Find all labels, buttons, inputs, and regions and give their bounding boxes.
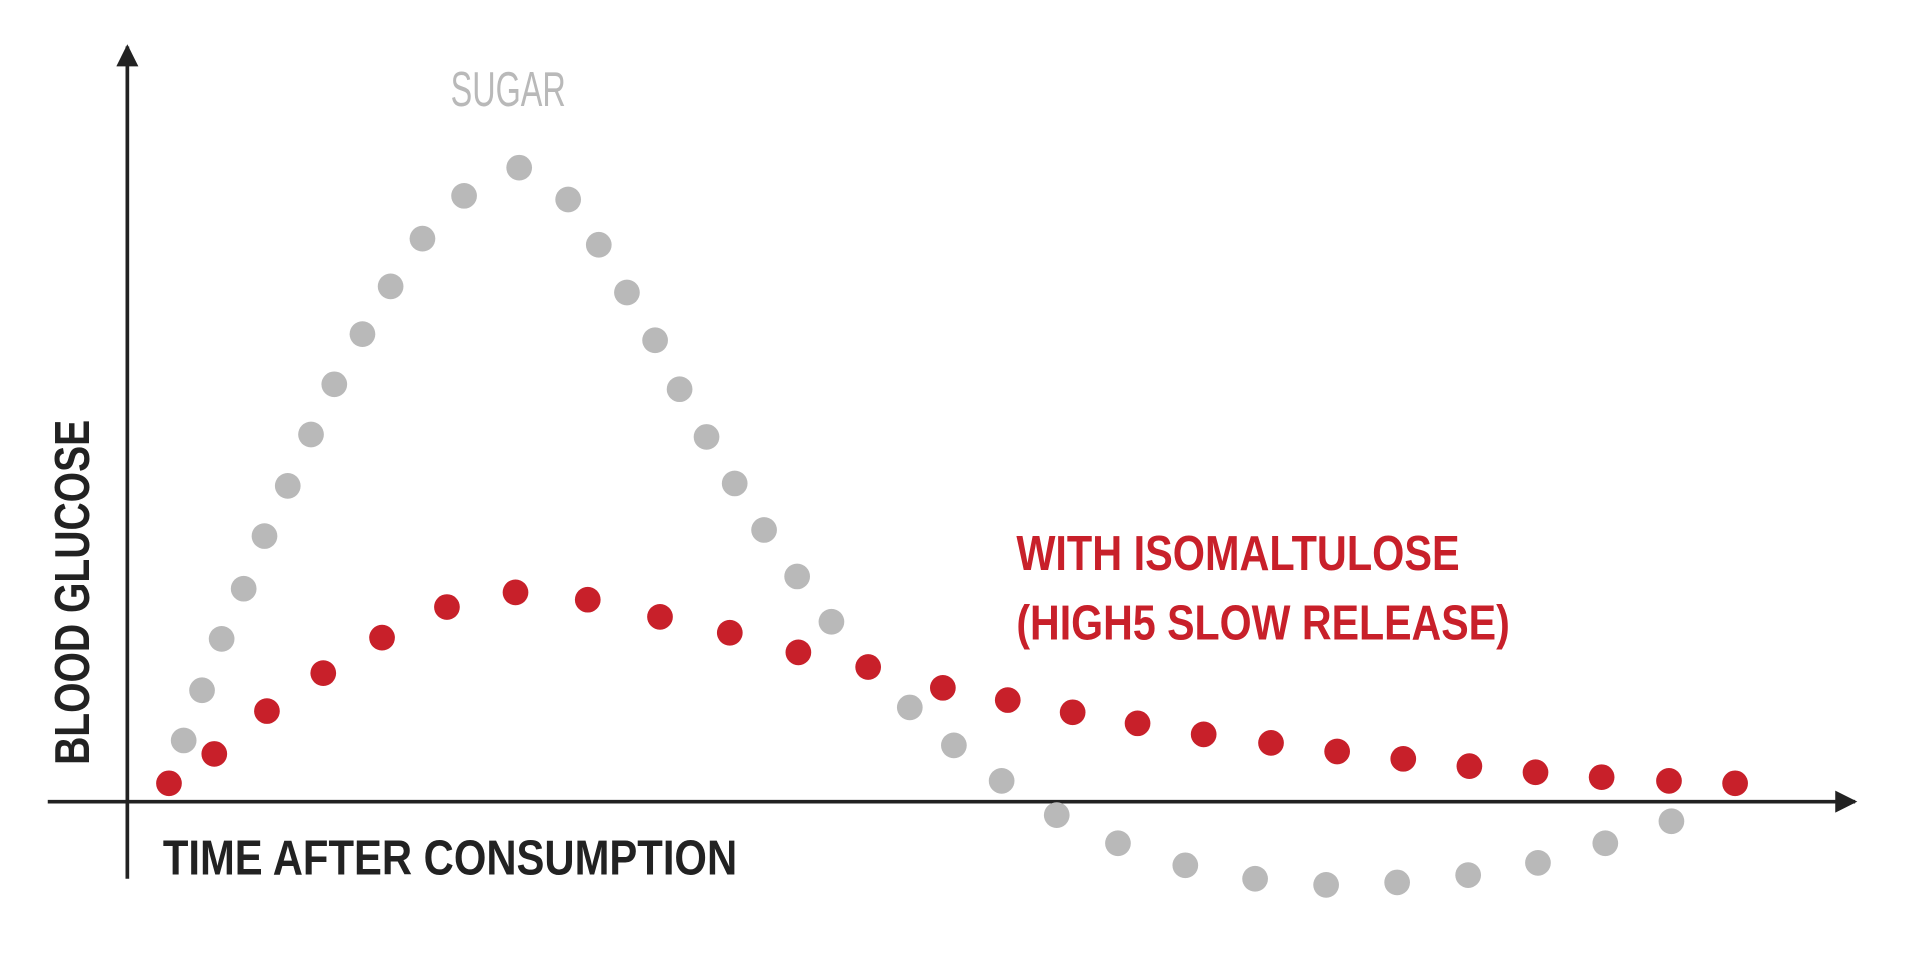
dot — [156, 770, 182, 797]
dot — [1324, 738, 1350, 765]
dot — [1390, 745, 1417, 772]
dot — [585, 231, 612, 258]
dot — [716, 619, 743, 646]
dot — [642, 327, 668, 354]
dot — [994, 687, 1021, 713]
x-axis-label: TIME AFTER CONSUMPTION — [163, 832, 737, 886]
dot — [1522, 759, 1549, 786]
dot — [784, 563, 810, 590]
dot — [506, 154, 533, 181]
dot — [930, 674, 956, 701]
dot — [896, 694, 923, 721]
dot — [451, 182, 477, 209]
dot — [349, 321, 376, 347]
dot — [377, 273, 404, 300]
dot — [208, 626, 235, 652]
dot — [721, 470, 748, 497]
dot — [230, 575, 257, 602]
dot — [1059, 699, 1086, 726]
dots — [156, 154, 1748, 898]
series-label: SUGAR — [451, 63, 566, 117]
dot — [818, 608, 845, 635]
dot — [988, 767, 1015, 794]
dot — [310, 660, 337, 686]
dot — [1124, 710, 1151, 737]
dot — [369, 624, 395, 651]
dot — [693, 424, 720, 450]
dot — [1172, 852, 1199, 879]
dot — [614, 279, 640, 306]
dot — [502, 579, 529, 606]
dot — [170, 727, 197, 754]
dot — [666, 376, 693, 403]
dot — [1592, 830, 1619, 857]
dot — [751, 517, 777, 543]
dot — [1588, 764, 1615, 791]
dot — [785, 639, 812, 666]
dot — [201, 741, 228, 767]
dot — [434, 594, 460, 620]
axes — [47, 44, 1858, 879]
dot — [855, 654, 882, 680]
dot — [1258, 730, 1284, 756]
dot — [1190, 721, 1217, 748]
dot — [1658, 808, 1685, 835]
dot — [254, 698, 280, 724]
dot — [251, 523, 278, 549]
dot — [555, 186, 582, 213]
dot — [1525, 849, 1551, 876]
dot — [321, 371, 348, 398]
series-label: (HIGH5 SLOW RELEASE) — [1016, 597, 1509, 651]
dot — [1455, 862, 1482, 888]
dot — [647, 603, 673, 630]
y-axis-label: BLOOD GLUCOSE — [46, 420, 100, 765]
dot — [1456, 753, 1483, 780]
dot — [409, 225, 436, 252]
dot — [1656, 767, 1682, 794]
dot — [941, 732, 967, 759]
dot — [1105, 830, 1131, 857]
dot — [574, 586, 601, 613]
dot — [1043, 802, 1070, 828]
dot — [1722, 770, 1748, 797]
dot — [274, 473, 301, 499]
dot — [298, 421, 324, 448]
dot — [1313, 872, 1339, 898]
dot — [189, 677, 215, 704]
dot — [1384, 869, 1410, 896]
series-label: WITH ISOMALTULOSE — [1016, 527, 1459, 581]
dot — [1242, 865, 1268, 892]
